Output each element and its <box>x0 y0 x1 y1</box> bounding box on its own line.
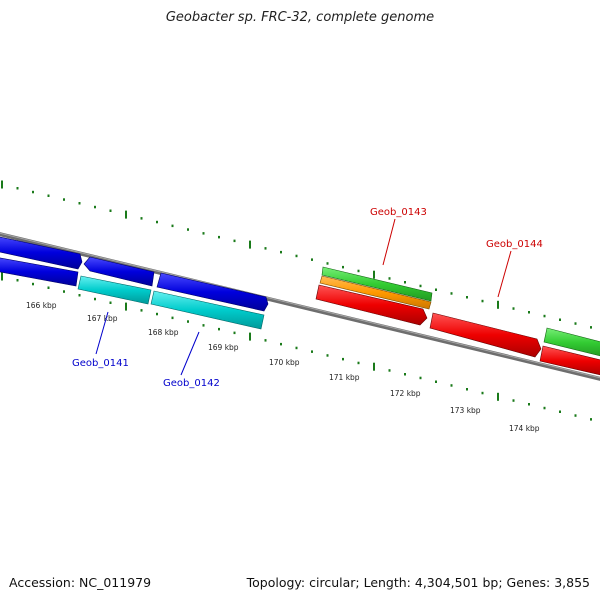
scale-label: 168 kbp <box>148 328 179 337</box>
scale-label: 166 kbp <box>26 301 57 310</box>
scale-labels: 166 kbp 167 kbp 168 kbp 169 kbp 170 kbp 171 k… <box>26 301 540 433</box>
gene-arrow-red-1[interactable] <box>315 284 428 326</box>
scale-label: 173 kbp <box>450 406 481 415</box>
gene-arrow-cyan-1[interactable] <box>77 275 152 305</box>
scale-label: 167 kbp <box>87 314 118 323</box>
gene-label-geob-0144[interactable]: Geob_0144 <box>486 239 543 250</box>
scale-label: 172 kbp <box>390 389 421 398</box>
gene-arrow-orange-1[interactable] <box>319 275 432 310</box>
genome-backbone <box>0 232 600 381</box>
genome-summary-text: Topology: circular; Length: 4,304,501 bp… <box>246 575 590 590</box>
scale-label: 169 kbp <box>208 343 239 352</box>
gene-label-geob-0141[interactable]: Geob_0141 <box>72 358 129 369</box>
gene-label-geob-0142[interactable]: Geob_0142 <box>163 378 220 389</box>
leader-line-geob-0142 <box>180 331 200 376</box>
leader-line-geob-0141 <box>95 311 109 355</box>
gene-arrow-blue-1[interactable] <box>0 236 83 270</box>
gene-arrow-red-2[interactable] <box>429 312 542 358</box>
inner-tick-track <box>1 272 592 421</box>
accession-text: Accession: NC_011979 <box>9 575 152 590</box>
gene-label-geob-0143[interactable]: Geob_0143 <box>370 207 427 218</box>
outer-tick-track <box>1 180 592 329</box>
scale-label: 174 kbp <box>509 424 540 433</box>
leader-line-geob-0144 <box>497 250 512 298</box>
gene-arrow-green-1[interactable] <box>321 266 433 302</box>
scale-label: 170 kbp <box>269 358 300 367</box>
scale-label: 171 kbp <box>329 373 360 382</box>
leader-line-geob-0143 <box>382 218 396 266</box>
gene-arrow-red-3[interactable] <box>539 345 600 376</box>
gene-arrow-blue-2[interactable] <box>0 257 79 287</box>
genome-title: Geobacter sp. FRC-32, complete genome <box>165 10 435 25</box>
genome-backbone-highlight <box>0 232 600 379</box>
gene-arrow-blue-3[interactable] <box>83 256 155 287</box>
gene-arrow-cyan-2[interactable] <box>150 290 265 330</box>
gene-arrow-green-2[interactable] <box>543 327 600 357</box>
gene-arrow-blue-4[interactable] <box>156 272 269 312</box>
